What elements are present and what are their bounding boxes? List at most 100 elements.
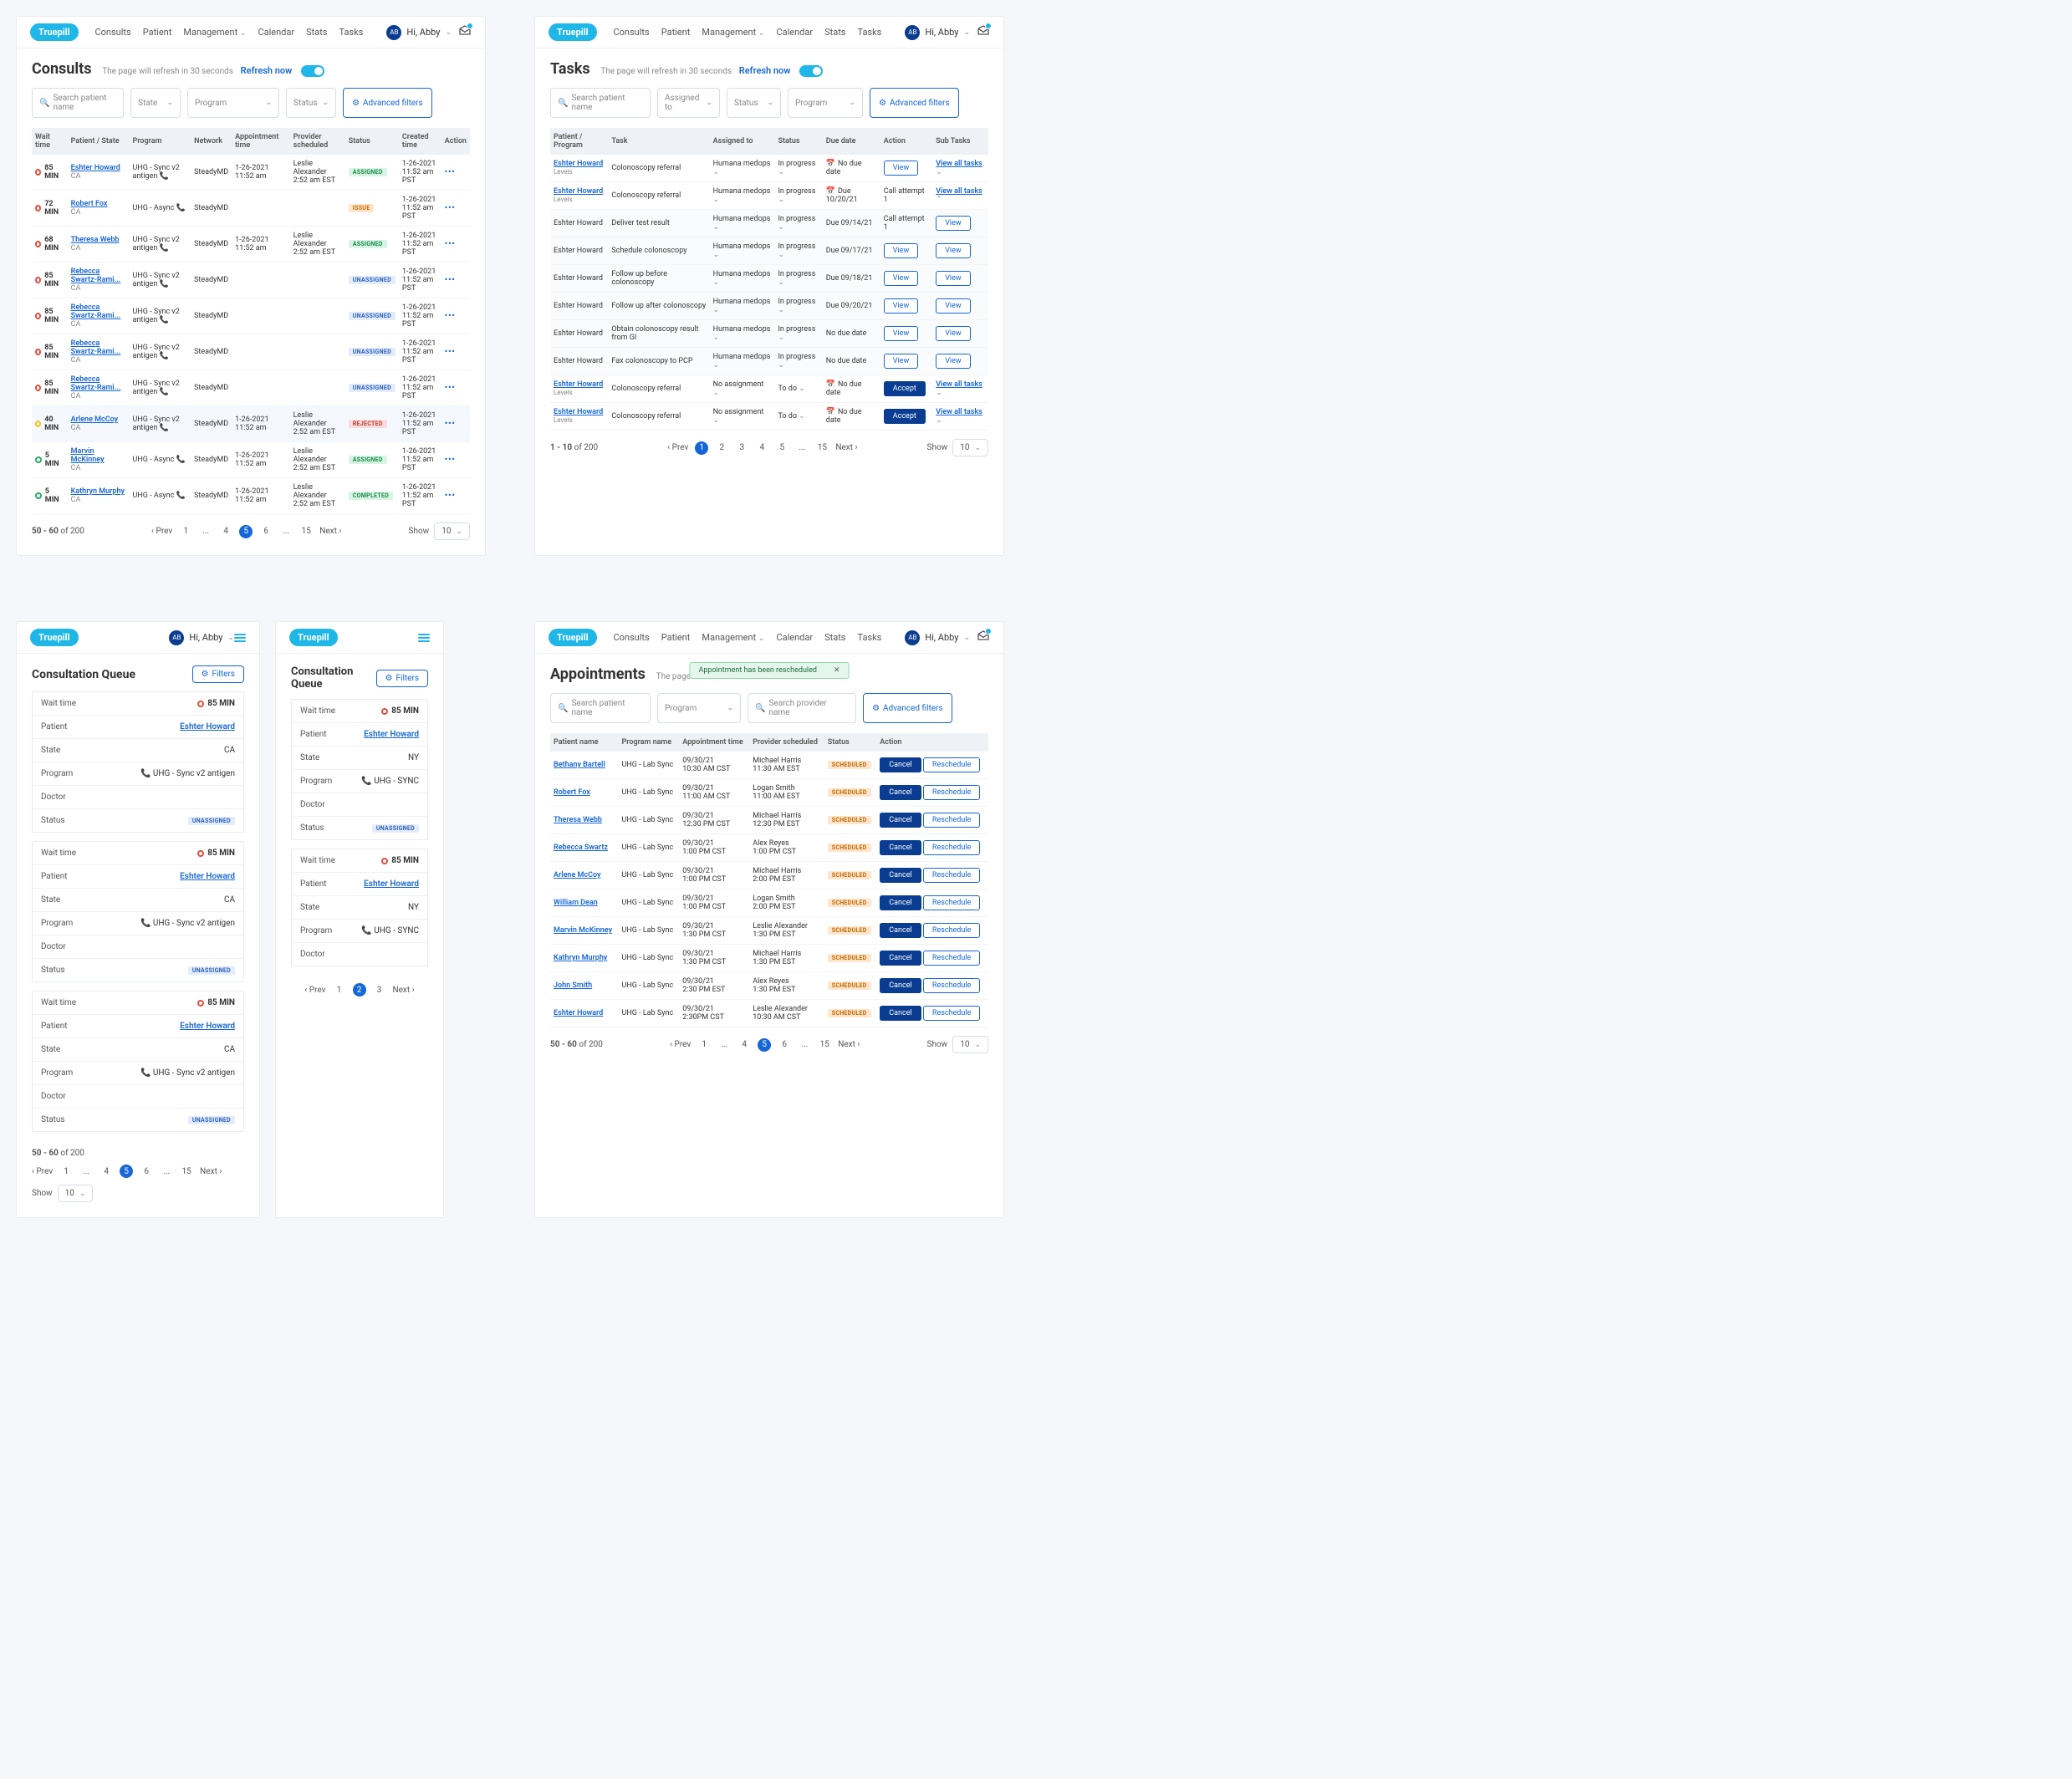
nav-management[interactable]: Management ⌄	[702, 632, 764, 643]
page-5[interactable]: 5	[120, 1165, 133, 1178]
reschedule-button[interactable]: Reschedule	[923, 813, 980, 828]
page-5[interactable]: 5	[239, 525, 253, 538]
search-patient-input[interactable]: 🔍Search patient name	[550, 693, 651, 723]
advanced-filters-button[interactable]: ⚙Advanced filters	[870, 88, 959, 118]
patient-link[interactable]: William Dean	[554, 899, 598, 907]
subtasks-link[interactable]: View all tasks	[936, 187, 982, 196]
page-15[interactable]: 15	[815, 441, 829, 455]
filters-button[interactable]: ⚙Filters	[376, 670, 428, 687]
row-actions-menu[interactable]: •••	[445, 168, 456, 176]
page-...[interactable]: ...	[199, 525, 212, 538]
notifications-icon[interactable]	[977, 630, 990, 645]
patient-link[interactable]: Theresa Webb	[554, 816, 602, 824]
patient-link[interactable]: Marvin McKinney	[554, 926, 612, 935]
reschedule-button[interactable]: Reschedule	[923, 978, 980, 993]
cancel-button[interactable]: Cancel	[880, 1006, 921, 1021]
patient-link[interactable]: Eshter Howard	[364, 730, 419, 739]
nav-consults[interactable]: Consults	[614, 632, 650, 643]
chevron-down-icon[interactable]: ⌄	[713, 251, 720, 259]
page-15[interactable]: 15	[299, 525, 313, 538]
reschedule-button[interactable]: Reschedule	[923, 951, 980, 966]
view-button[interactable]: View	[884, 354, 918, 369]
page-2[interactable]: 2	[715, 441, 728, 455]
reschedule-button[interactable]: Reschedule	[923, 785, 980, 800]
reschedule-button[interactable]: Reschedule	[923, 840, 980, 855]
user-menu[interactable]: ABHi, Abby⌄	[905, 630, 970, 645]
page-2[interactable]: 2	[353, 983, 366, 997]
notifications-icon[interactable]	[977, 24, 990, 40]
cancel-button[interactable]: Cancel	[880, 923, 921, 938]
row-actions-menu[interactable]: •••	[445, 456, 456, 464]
view-button[interactable]: View	[936, 243, 970, 258]
page-15[interactable]: 15	[818, 1038, 831, 1052]
page-...[interactable]: ...	[717, 1038, 731, 1052]
page-1[interactable]: 1	[179, 525, 192, 538]
page-4[interactable]: 4	[100, 1165, 113, 1178]
chevron-down-icon[interactable]: ⌄	[713, 223, 720, 232]
chevron-down-icon[interactable]: ⌄	[713, 389, 720, 397]
search-provider-input[interactable]: 🔍Search provider name	[748, 693, 856, 723]
logo[interactable]: Truepill	[30, 629, 79, 646]
next-button[interactable]: Next ›	[835, 443, 857, 452]
cancel-button[interactable]: Cancel	[880, 757, 921, 772]
page-3[interactable]: 3	[373, 983, 386, 997]
page-3[interactable]: 3	[735, 441, 748, 455]
status-filter[interactable]: Status⌄	[286, 88, 336, 118]
status-filter[interactable]: Status⌄	[727, 88, 781, 118]
page-...[interactable]: ...	[279, 525, 293, 538]
assigned-filter[interactable]: Assigned to⌄	[657, 88, 720, 118]
chevron-down-icon[interactable]: ⌄	[778, 168, 784, 176]
chevron-down-icon[interactable]: ⌄	[713, 168, 720, 176]
program-filter[interactable]: Program⌄	[657, 693, 741, 723]
patient-link[interactable]: Eshter Howard	[554, 187, 603, 196]
page-6[interactable]: 6	[259, 525, 273, 538]
nav-calendar[interactable]: Calendar	[776, 27, 813, 38]
chevron-down-icon[interactable]: ⌄	[799, 385, 805, 393]
patient-link[interactable]: Eshter Howard	[554, 408, 603, 416]
patient-link[interactable]: Robert Fox	[71, 200, 108, 208]
patient-link[interactable]: Eshter Howard	[554, 1009, 603, 1017]
row-actions-menu[interactable]: •••	[445, 420, 456, 428]
next-button[interactable]: Next ›	[200, 1167, 222, 1176]
page-5[interactable]: 5	[758, 1038, 771, 1052]
patient-link[interactable]: Eshter Howard	[554, 380, 603, 389]
row-actions-menu[interactable]: •••	[445, 492, 456, 500]
patient-link[interactable]: Rebecca Swartz-Rami...	[71, 339, 121, 356]
nav-tasks[interactable]: Tasks	[857, 632, 881, 643]
page-size-select[interactable]: 10⌄	[952, 439, 988, 456]
page-size-select[interactable]: 10⌄	[58, 1185, 94, 1202]
page-size-select[interactable]: 10⌄	[434, 522, 470, 540]
nav-consults[interactable]: Consults	[95, 27, 131, 38]
patient-link[interactable]: Bethany Bartell	[554, 761, 605, 769]
page-4[interactable]: 4	[737, 1038, 751, 1052]
user-menu[interactable]: ABHi, Abby⌄	[905, 25, 970, 40]
row-actions-menu[interactable]: •••	[445, 312, 456, 320]
page-5[interactable]: 5	[775, 441, 788, 455]
page-...[interactable]: ...	[795, 441, 809, 455]
next-button[interactable]: Next ›	[393, 986, 415, 995]
menu-icon[interactable]	[418, 634, 430, 642]
patient-link[interactable]: Rebecca Swartz-Rami...	[71, 303, 121, 320]
accept-button[interactable]: Accept	[884, 409, 926, 424]
auto-refresh-toggle[interactable]	[799, 65, 823, 77]
page-6[interactable]: 6	[778, 1038, 791, 1052]
user-menu[interactable]: ABHi, Abby⌄	[169, 630, 234, 645]
reschedule-button[interactable]: Reschedule	[923, 757, 980, 772]
patient-link[interactable]: Marvin McKinney	[71, 447, 105, 464]
logo[interactable]: Truepill	[549, 23, 597, 41]
subtasks-link[interactable]: View all tasks	[936, 160, 982, 168]
cancel-button[interactable]: Cancel	[880, 840, 921, 855]
chevron-down-icon[interactable]: ⌄	[713, 361, 720, 370]
view-button[interactable]: View	[884, 161, 918, 176]
page-1[interactable]: 1	[59, 1165, 73, 1178]
reschedule-button[interactable]: Reschedule	[923, 895, 980, 910]
chevron-down-icon[interactable]: ⌄	[713, 334, 720, 342]
chevron-down-icon[interactable]: ⌄	[778, 361, 784, 370]
nav-management[interactable]: Management ⌄	[183, 27, 246, 38]
cancel-button[interactable]: Cancel	[880, 813, 921, 828]
auto-refresh-toggle[interactable]	[301, 65, 324, 77]
page-1[interactable]: 1	[697, 1038, 711, 1052]
view-button[interactable]: View	[884, 298, 918, 313]
cancel-button[interactable]: Cancel	[880, 895, 921, 910]
patient-link[interactable]: Arlene McCoy	[71, 415, 118, 424]
